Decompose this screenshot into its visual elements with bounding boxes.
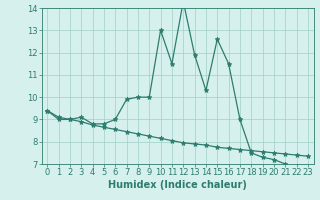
X-axis label: Humidex (Indice chaleur): Humidex (Indice chaleur) [108, 180, 247, 190]
